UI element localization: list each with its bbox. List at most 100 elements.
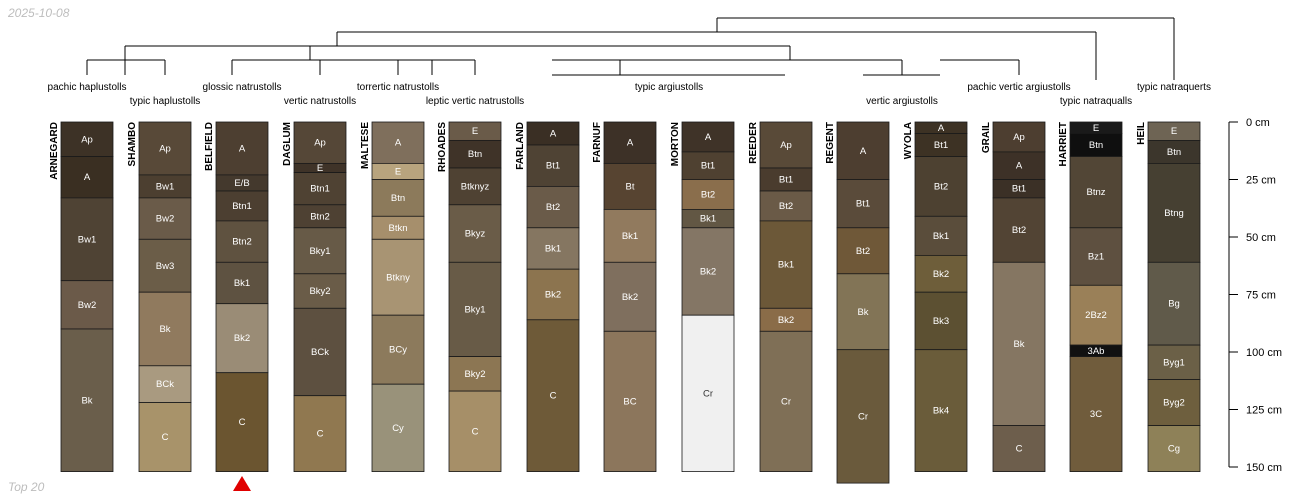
horizon-label: Bt2 xyxy=(546,202,560,213)
horizon-farnuf-a xyxy=(603,121,657,164)
horizon-label: A xyxy=(705,132,712,143)
horizon-label: E xyxy=(317,163,323,174)
profile-belfield: A E/B Btn1 Btn2 Bk1 Bk2 C BELFIELD xyxy=(204,121,269,473)
horizon-morton-cr xyxy=(681,314,735,473)
horizon-label: A xyxy=(938,123,945,134)
taxa-label-typic-natraqualls: typic natraqualls xyxy=(1060,96,1132,107)
horizon-maltese-btkny xyxy=(371,238,425,316)
horizon-reeder-bt2 xyxy=(759,190,813,222)
horizon-rhoades-c xyxy=(448,390,502,473)
horizon-farnuf-bk1 xyxy=(603,208,657,263)
horizon-label: Bky1 xyxy=(464,304,485,315)
axis-tick-label: 100 cm xyxy=(1246,347,1282,359)
profile-harriet: E Btn Btnz Bz1 2Bz2 3Ab 3C HARRIET xyxy=(1058,121,1123,473)
horizon-label: Bt1 xyxy=(546,161,560,172)
horizon-label: C xyxy=(239,417,246,428)
horizon-label: Btkny xyxy=(386,272,410,283)
horizon-wyola-bk2 xyxy=(914,254,968,293)
horizon-label: Bw2 xyxy=(78,300,96,311)
horizon-morton-bt2 xyxy=(681,179,735,210)
axis-tick-label: 25 cm xyxy=(1246,175,1276,187)
taxa-label-typic-natraquerts: typic natraquerts xyxy=(1137,82,1211,93)
horizon-belfield-c xyxy=(215,372,269,473)
horizon-label: Btn xyxy=(391,193,405,204)
profile-name-arnegard: ARNEGARD xyxy=(49,122,60,180)
taxa-label-vertic-natrustolls: vertic natrustolls xyxy=(284,96,356,107)
profile-name-rhoades: RHOADES xyxy=(437,122,448,172)
horizon-morton-bt1 xyxy=(681,151,735,180)
horizon-label: Bk2 xyxy=(700,267,716,278)
horizon-belfield-bk2 xyxy=(215,303,269,374)
horizon-daglum-bky2 xyxy=(293,273,347,309)
taxa-label-leptic-vertic-natrustolls: leptic vertic natrustolls xyxy=(426,96,524,107)
horizon-label: 3Ab xyxy=(1088,346,1105,357)
horizon-farnuf-bt xyxy=(603,162,657,210)
horizon-arnegard-bk xyxy=(60,328,114,473)
horizon-farland-bk2 xyxy=(526,268,580,321)
horizon-label: Bk2 xyxy=(778,315,794,326)
profile-name-regent: REGENT xyxy=(825,122,836,164)
horizon-rhoades-btn xyxy=(448,139,502,169)
taxa-label-typic-haplustolls: typic haplustolls xyxy=(130,96,201,107)
horizon-label: Bz1 xyxy=(1088,252,1104,263)
horizon-label: A xyxy=(84,172,91,183)
profile-name-shambo: SHAMBO xyxy=(127,122,138,167)
horizon-daglum-btn1 xyxy=(293,172,347,206)
horizon-label: Bt xyxy=(626,181,635,192)
horizon-label: Bk2 xyxy=(234,333,250,344)
horizon-label: Bg xyxy=(1168,299,1180,310)
horizon-label: Cg xyxy=(1168,444,1180,455)
horizon-label: Bk xyxy=(159,324,170,335)
depth-axis: 0 cm 25 cm 50 cm 75 cm 100 cm 125 cm 150 cm xyxy=(1228,117,1282,474)
horizon-label: Btn2 xyxy=(232,237,252,248)
profile-name-maltese: MALTESE xyxy=(360,122,371,169)
horizon-label: Bk1 xyxy=(933,231,949,242)
horizon-label: Bt2 xyxy=(934,181,948,192)
horizon-shambo-bck xyxy=(138,365,192,403)
taxa-label-glossic-natrustolls: glossic natrustolls xyxy=(203,82,282,93)
horizon-label: Bk1 xyxy=(778,260,794,271)
horizon-label: Btn xyxy=(468,149,482,160)
horizon-label: Bw1 xyxy=(156,181,174,192)
horizon-arnegard-ap xyxy=(60,121,114,157)
horizon-label: Bk2 xyxy=(622,292,638,303)
profile-reeder: Ap Bt1 Bt2 Bk1 Bk2 Cr REEDER xyxy=(748,121,813,472)
profile-name-heil: HEIL xyxy=(1136,122,1147,145)
horizon-label: E xyxy=(1093,123,1099,134)
horizon-label: Bk2 xyxy=(545,290,561,301)
profile-name-harriet: HARRIET xyxy=(1058,122,1069,166)
profile-shambo: Ap Bw1 Bw2 Bw3 Bk BCk C SHAMBO xyxy=(127,121,192,473)
horizon-label: BCk xyxy=(311,347,329,358)
axis-tick-label: 125 cm xyxy=(1246,405,1282,417)
horizon-grail-c xyxy=(992,425,1046,473)
horizon-morton-a xyxy=(681,121,735,153)
horizon-label: Bw1 xyxy=(78,234,96,245)
horizon-label: Byg1 xyxy=(1163,357,1185,368)
horizon-maltese-cy xyxy=(371,383,425,473)
horizon-label: Bt2 xyxy=(779,201,793,212)
horizon-label: E/B xyxy=(234,178,249,189)
profile-farland: A Bt1 Bt2 Bk1 Bk2 C FARLAND xyxy=(515,121,580,472)
horizon-label: Cr xyxy=(703,388,713,399)
horizon-label: Bk2 xyxy=(933,269,949,280)
horizon-label: Bt2 xyxy=(1012,225,1026,236)
horizon-label: Bkyz xyxy=(465,229,486,240)
horizon-label: Bky1 xyxy=(309,246,330,257)
horizon-grail-bt2 xyxy=(992,197,1046,263)
horizon-heil-byg2 xyxy=(1147,379,1201,427)
horizon-label: Bt1 xyxy=(934,140,948,151)
horizon-label: Cr xyxy=(781,396,791,407)
horizon-label: A xyxy=(1016,161,1023,172)
horizon-label: E xyxy=(1171,126,1177,137)
horizon-arnegard-bw1 xyxy=(60,197,114,282)
horizon-label: Ap xyxy=(159,143,171,154)
profile-name-morton: MORTON xyxy=(670,122,681,166)
horizon-label: Bw2 xyxy=(156,214,174,225)
horizon-label: A xyxy=(550,129,557,140)
horizon-belfield-btn1 xyxy=(215,190,269,222)
horizon-reeder-bk1 xyxy=(759,220,813,309)
horizon-label: C xyxy=(1016,444,1023,455)
horizon-label: Btn2 xyxy=(310,211,330,222)
horizon-label: A xyxy=(239,143,246,154)
horizon-daglum-c xyxy=(293,395,347,473)
